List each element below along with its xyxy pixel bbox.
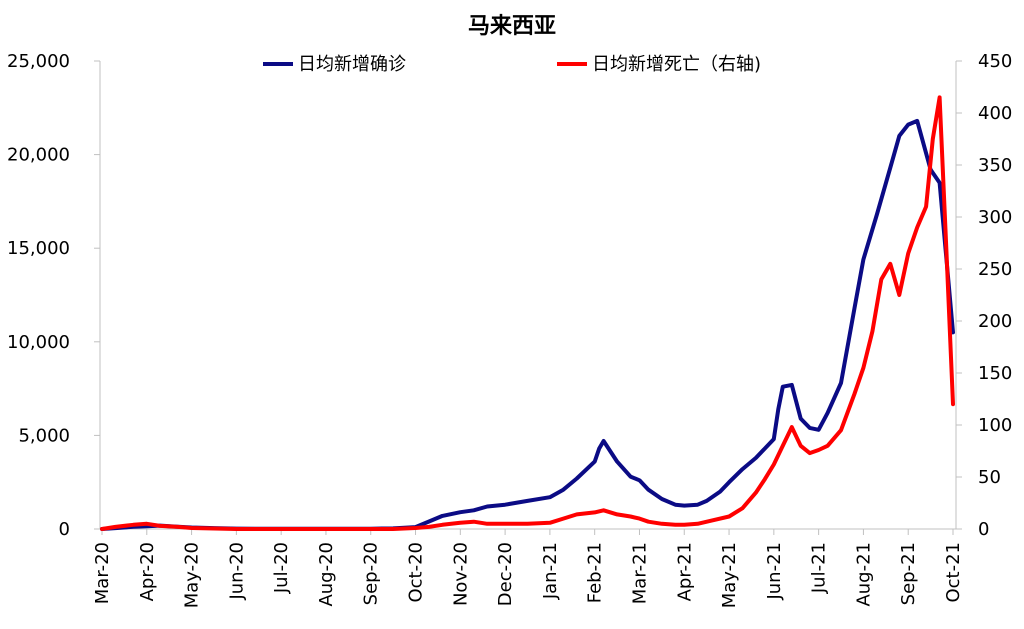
right-tick-label: 350 — [978, 155, 1012, 176]
x-tick-label: Sep-21 — [898, 542, 919, 605]
left-tick-label: 25,000 — [7, 51, 70, 72]
legend-label-deaths: 日均新增死亡（右轴) — [592, 54, 761, 75]
x-tick-label: Feb-21 — [585, 542, 606, 603]
right-tick-label: 100 — [978, 415, 1012, 436]
x-tick-label: Jul-20 — [271, 542, 292, 594]
x-tick-label: Oct-21 — [943, 542, 964, 603]
axes — [99, 61, 957, 530]
x-tick-label: Nov-20 — [450, 542, 471, 606]
right-tick-label: 50 — [978, 467, 1001, 488]
left-tick-label: 0 — [59, 519, 70, 540]
left-tick-label: 15,000 — [7, 238, 70, 259]
series-line-cases — [100, 118, 955, 531]
x-tick-label: Apr-20 — [137, 542, 158, 601]
legend: 日均新增确诊 日均新增死亡（右轴) — [263, 54, 761, 75]
right-tick-label: 300 — [978, 207, 1012, 228]
right-axis-ticks: 0 50 100 150 200 250 300 350 400 450 — [956, 51, 1012, 540]
x-tick-label: Mar-21 — [629, 542, 650, 604]
series-layer — [100, 95, 955, 531]
left-tick-label: 5,000 — [18, 425, 70, 446]
series-line-deaths — [100, 95, 955, 531]
left-tick-label: 10,000 — [7, 332, 70, 353]
chart-title: 马来西亚 — [468, 14, 556, 39]
left-tick-label: 20,000 — [7, 145, 70, 166]
x-axis-ticks: Mar-20 Apr-20 May-20 Jun-20 Jul-20 Aug-20 Sep-… — [92, 529, 964, 608]
x-tick-label: Jan-21 — [540, 542, 561, 600]
right-tick-label: 0 — [978, 519, 989, 540]
right-tick-label: 450 — [978, 51, 1012, 72]
x-tick-label: May-20 — [182, 542, 203, 608]
x-tick-label: Sep-20 — [361, 542, 382, 605]
x-tick-label: Dec-20 — [495, 542, 516, 606]
legend-label-cases: 日均新增确诊 — [298, 54, 406, 75]
x-tick-label: Jun-21 — [764, 542, 785, 601]
x-tick-label: Jul-21 — [809, 542, 830, 594]
x-tick-label: Jun-20 — [226, 542, 247, 601]
right-tick-label: 200 — [978, 311, 1012, 332]
x-tick-label: Apr-21 — [674, 542, 695, 601]
left-axis-ticks: 0 5,000 10,000 15,000 20,000 25,000 — [7, 51, 100, 540]
x-tick-label: Mar-20 — [92, 542, 113, 604]
right-tick-label: 400 — [978, 103, 1012, 124]
x-tick-label: Oct-20 — [406, 542, 427, 603]
right-tick-label: 150 — [978, 363, 1012, 384]
x-tick-label: Aug-20 — [316, 542, 337, 607]
x-tick-label: May-21 — [719, 542, 740, 608]
right-tick-label: 250 — [978, 259, 1012, 280]
x-tick-label: Aug-21 — [853, 542, 874, 607]
